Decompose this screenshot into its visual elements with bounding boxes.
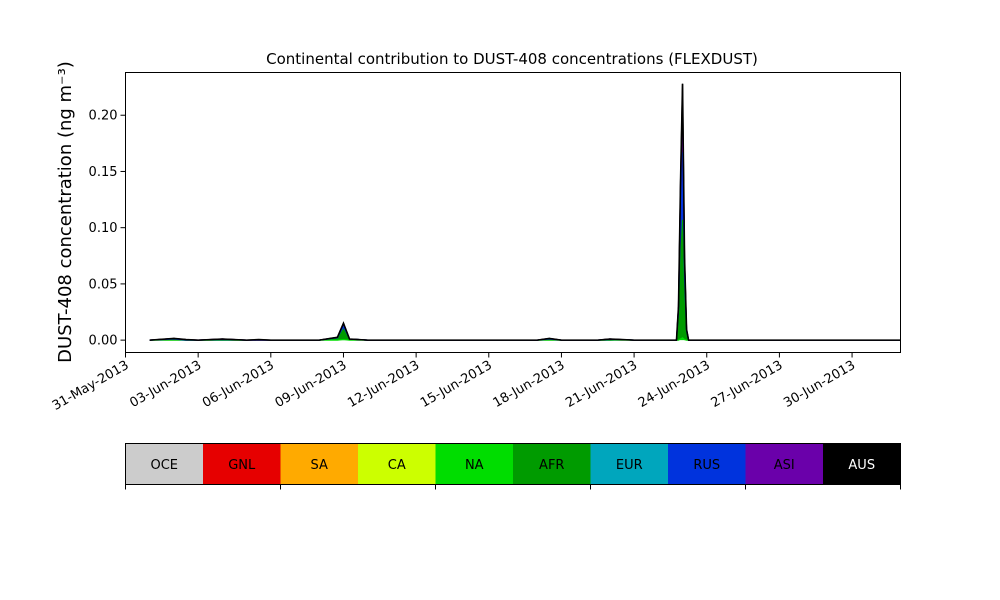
x-tick-label: 27-Jun-2013 [709,358,786,411]
x-tick-label: 09-Jun-2013 [273,358,350,411]
x-tick-label: 15-Jun-2013 [418,358,495,411]
chart-title: Continental contribution to DUST-408 con… [266,50,758,68]
series-area-aus [149,83,901,341]
legend-colorbar: OCE GNL SA CA NA AFR EUR RUS ASI AUS [125,443,901,490]
x-tick-label: 18-Jun-2013 [491,358,568,411]
legend-label-ca: CA [388,458,406,473]
plot-frame [125,72,901,353]
x-tick-label: 24-Jun-2013 [636,358,713,411]
x-tick-label: 30-Jun-2013 [781,358,858,411]
legend-swatch-rus [668,443,746,485]
legend-label-afr: AFR [539,458,564,473]
x-tick-label: 31-May-2013 [50,358,132,414]
series-area-afr [149,219,901,341]
legend-label-aus: AUS [848,458,875,473]
total-line [149,83,901,341]
series-area-asi [149,107,901,341]
legend-label-sa: SA [311,458,328,473]
legend-label-eur: EUR [616,458,643,473]
y-tick-label: 0.00 [89,334,118,349]
series-line-rus [149,152,901,341]
legend-label-rus: RUS [693,458,720,473]
series-group [149,83,901,341]
legend-swatch-na [435,443,513,485]
y-tick-label: 0.20 [89,109,118,124]
y-tick-label: 0.10 [89,221,118,236]
legend-swatch-aus [823,443,901,485]
series-area-rus [149,152,901,341]
legend-swatch-eur [590,443,668,485]
plot-area: 0.00 0.05 0.10 0.15 0.20 31-May-201303-Jun-2… [50,72,901,414]
legend-swatch-sa [280,443,358,485]
y-axis: 0.00 0.05 0.10 0.15 0.20 [89,109,126,349]
x-axis: 31-May-201303-Jun-201306-Jun-201309-Jun-… [50,352,858,414]
legend-swatch-oce [125,443,203,485]
legend-label-oce: OCE [150,458,178,473]
legend-label-na: NA [465,458,484,473]
x-tick-label: 12-Jun-2013 [345,358,422,411]
x-tick-label: 03-Jun-2013 [127,358,204,411]
legend-label-asi: ASI [774,458,795,473]
legend-swatch-afr [513,443,591,485]
legend-label-gnl: GNL [228,458,256,473]
series-line-afr [149,219,901,341]
legend-frame [125,443,901,485]
x-tick-label: 21-Jun-2013 [563,358,640,411]
x-tick-label: 06-Jun-2013 [200,358,277,411]
legend-swatch-asi [745,443,823,485]
series-line-asi [149,107,901,341]
y-tick-label: 0.05 [89,277,118,292]
y-tick-label: 0.15 [89,165,118,180]
legend-swatch-ca [358,443,436,485]
legend-swatch-gnl [203,443,281,485]
series-line-aus [149,83,901,341]
y-axis-label: DUST-408 concentration (ng m⁻³) [55,61,76,363]
